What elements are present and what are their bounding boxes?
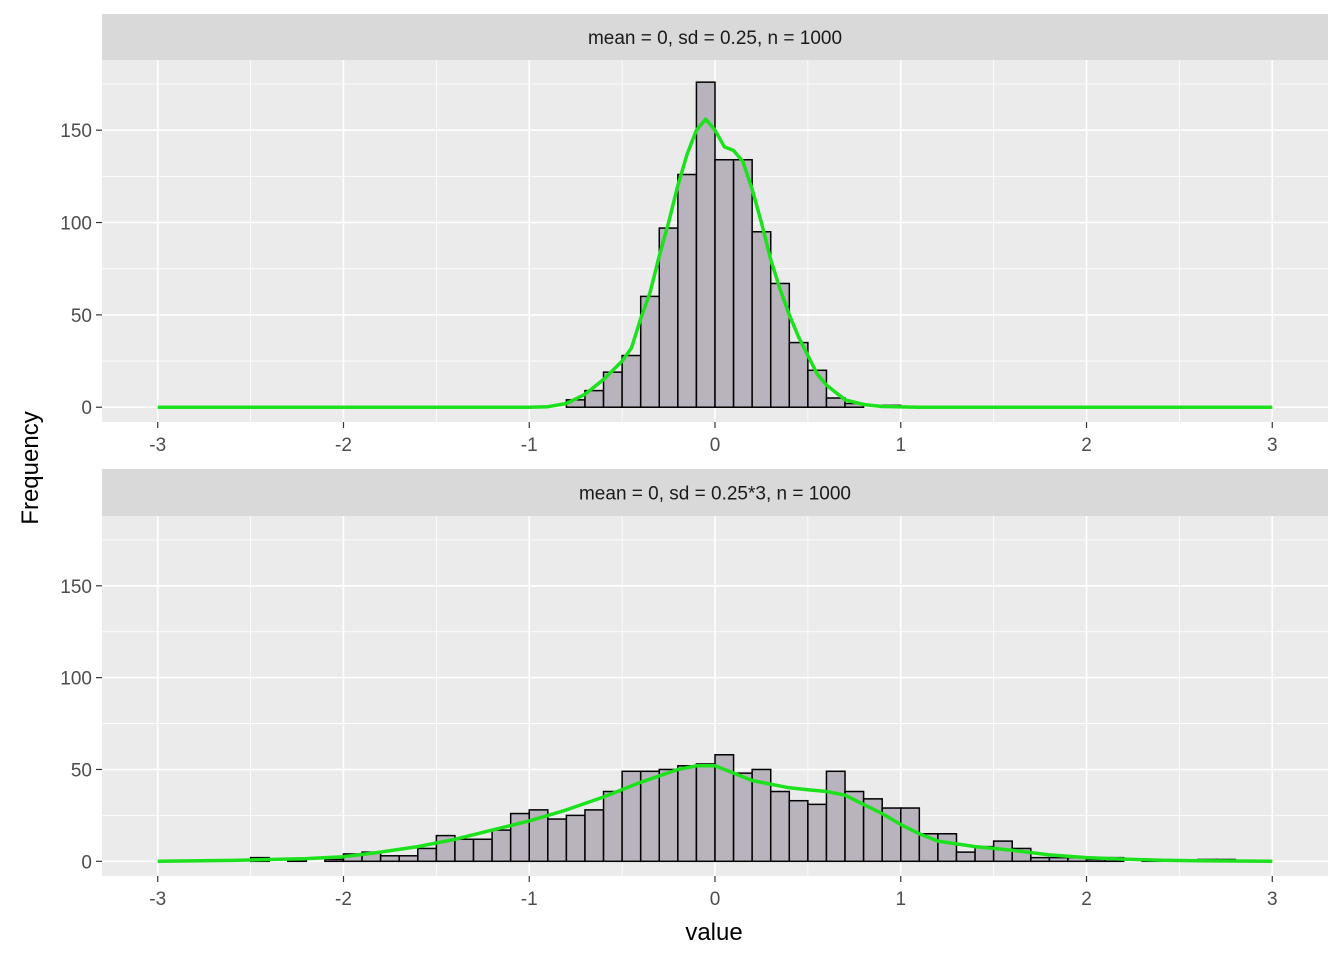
histogram-bar [937,833,958,863]
x-tick-label: 1 [895,435,906,456]
histogram-bar [751,231,772,408]
histogram-bar [769,790,791,863]
histogram-bar [695,81,716,408]
density-curve [157,117,1273,409]
y-tick-label: 100 [60,669,92,690]
y-tick-label: 0 [81,398,92,419]
x-axis-title: value [685,919,742,946]
x-tick-label: 2 [1081,435,1092,456]
panels-layer: mean = 0, sd = 0.25, n = 1000 -3 -2 -1 0 1 2 3 0… [60,14,1328,910]
histogram-bar [900,807,921,863]
x-tick-label: -1 [521,889,538,910]
histogram-bar [677,173,698,408]
histogram-bar [714,158,735,408]
histogram-bar [602,790,623,863]
histogram-bar [472,838,493,863]
x-tick-label: -1 [521,435,538,456]
x-tick-label: 3 [1267,435,1278,456]
facet-panel-1: mean = 0, sd = 0.25, n = 1000 -3 -2 -1 0 1 2 3 0… [60,14,1328,456]
histogram-bar [695,763,716,863]
x-tick-label: 2 [1081,889,1092,910]
x-tick-label: -2 [335,889,352,910]
histogram-bar [1030,856,1051,863]
histogram-bar [417,847,438,863]
facet-strip-label: mean = 0, sd = 0.25*3, n = 1000 [579,484,851,505]
histogram-bar [491,829,512,863]
histogram-bar [324,858,345,863]
histogram-bar [379,855,400,863]
x-tick-label: 0 [710,435,721,456]
histogram-bar [658,227,679,408]
histogram-bar [658,768,679,863]
histogram-bar [565,814,586,863]
y-tick-label: 50 [71,306,92,327]
histogram-bar [1048,856,1069,863]
y-tick-label: 50 [71,760,92,781]
histogram-bar [454,838,475,863]
x-tick-label: 0 [710,889,721,910]
x-tick-label: 1 [895,889,906,910]
y-axis-title: Frequency [17,411,44,524]
y-tick-label: 150 [60,121,92,142]
histogram-bar [825,397,846,408]
y-tick-label: 100 [60,214,92,235]
histogram-bar [788,799,809,863]
histogram-bar [621,354,642,408]
histogram-bar [639,770,661,863]
density-curve [157,764,1273,864]
x-tick-label: -3 [149,435,166,456]
x-tick-label: -3 [149,889,166,910]
histogram-bar [955,851,976,863]
histogram-bar [547,818,568,863]
y-tick-label: 0 [81,852,92,873]
x-tick-label: 3 [1267,889,1278,910]
histogram-bar [677,765,698,863]
facet-strip-label: mean = 0, sd = 0.25, n = 1000 [588,28,842,49]
histogram-bar [732,772,753,863]
histogram-bar [825,770,846,863]
histogram-bar [807,803,828,863]
facet-strip-background [102,14,1328,60]
y-tick-label: 150 [60,577,92,598]
facet-strip-background [102,469,1328,516]
x-tick-label: -2 [335,435,352,456]
facet-panel-2: mean = 0, sd = 0.25*3, n = 1000 -3 -2 -1 0 1 2… [60,469,1328,910]
histogram-bar [398,855,419,863]
histogram-bar [732,158,753,408]
histogram-bar [584,809,605,863]
